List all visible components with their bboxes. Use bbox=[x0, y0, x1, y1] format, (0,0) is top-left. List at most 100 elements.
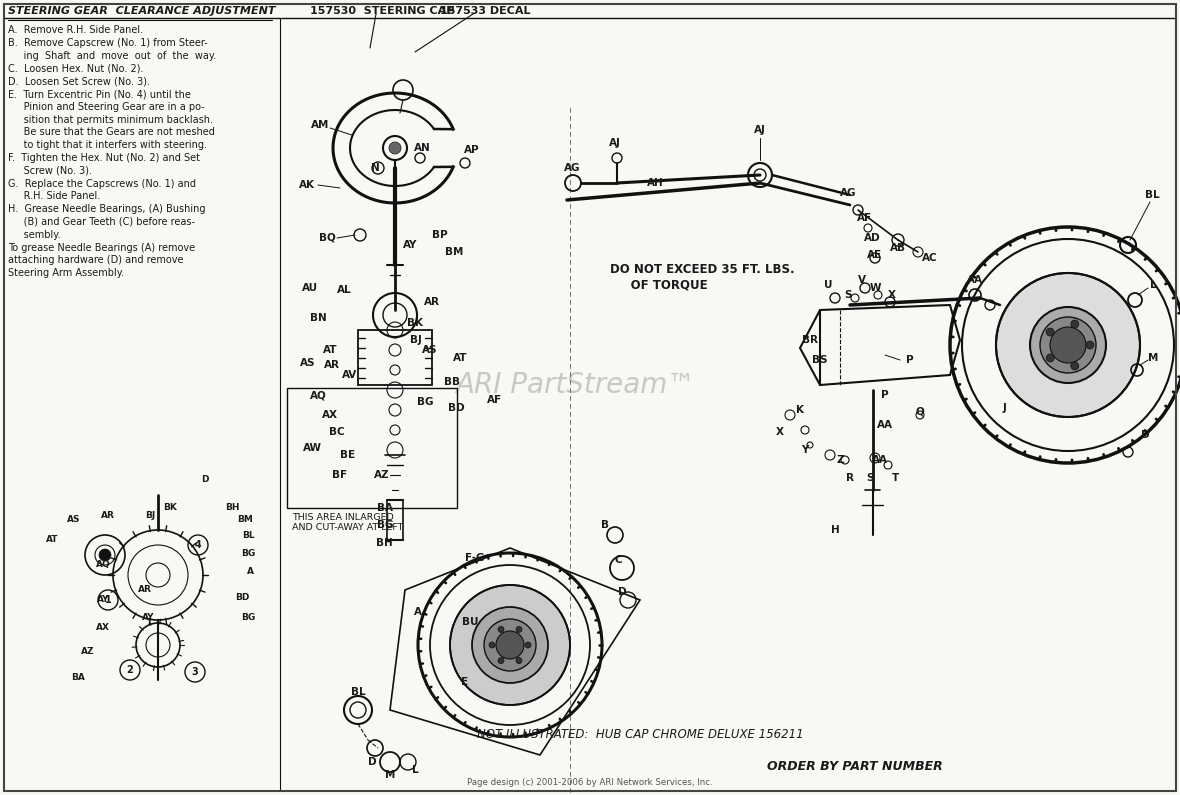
Text: BJ: BJ bbox=[145, 510, 155, 519]
Text: 1: 1 bbox=[105, 595, 111, 605]
Text: STEERING GEAR  CLEARANCE ADJUSTMENT: STEERING GEAR CLEARANCE ADJUSTMENT bbox=[8, 6, 275, 16]
Text: AH: AH bbox=[647, 178, 663, 188]
Text: BE: BE bbox=[341, 450, 355, 460]
Text: AF: AF bbox=[487, 395, 503, 405]
Text: 4: 4 bbox=[195, 540, 202, 550]
Text: AU: AU bbox=[302, 283, 319, 293]
Text: G.  Replace the Capscrews (No. 1) and: G. Replace the Capscrews (No. 1) and bbox=[8, 179, 196, 188]
Text: BL: BL bbox=[350, 687, 366, 697]
Text: B: B bbox=[601, 520, 609, 530]
Text: AW: AW bbox=[302, 443, 321, 453]
Text: BA: BA bbox=[71, 673, 85, 682]
Text: BU: BU bbox=[461, 617, 478, 627]
Text: BN: BN bbox=[309, 313, 327, 323]
Text: BD: BD bbox=[235, 594, 249, 603]
Text: Be sure that the Gears are not meshed: Be sure that the Gears are not meshed bbox=[8, 127, 215, 138]
Text: to tight that it interfers with steering.: to tight that it interfers with steering… bbox=[8, 140, 206, 150]
Text: AG: AG bbox=[840, 188, 857, 198]
Text: Pinion and Steering Gear are in a po-: Pinion and Steering Gear are in a po- bbox=[8, 102, 204, 112]
Circle shape bbox=[450, 585, 570, 705]
Text: D: D bbox=[1141, 430, 1149, 440]
Text: AS: AS bbox=[422, 345, 438, 355]
Text: BG: BG bbox=[241, 614, 255, 622]
Text: R.H. Side Panel.: R.H. Side Panel. bbox=[8, 192, 100, 201]
Text: AG: AG bbox=[564, 163, 581, 173]
Text: BH: BH bbox=[375, 538, 393, 548]
Text: AA: AA bbox=[872, 455, 889, 465]
Text: AR: AR bbox=[101, 510, 114, 519]
Text: BG: BG bbox=[241, 549, 255, 557]
Text: To grease Needle Bearings (A) remove: To grease Needle Bearings (A) remove bbox=[8, 242, 195, 253]
Text: B.  Remove Capscrew (No. 1) from Steer-: B. Remove Capscrew (No. 1) from Steer- bbox=[8, 38, 208, 48]
Text: AX: AX bbox=[96, 623, 110, 633]
Text: sembly.: sembly. bbox=[8, 230, 60, 240]
Text: BG: BG bbox=[417, 397, 433, 407]
Text: AZ: AZ bbox=[374, 470, 389, 480]
Text: AY: AY bbox=[142, 614, 155, 622]
Text: BP: BP bbox=[432, 230, 448, 240]
Text: AT: AT bbox=[46, 536, 58, 545]
Text: THIS AREA INLARGED
AND CUT-AWAY AT LEFT: THIS AREA INLARGED AND CUT-AWAY AT LEFT bbox=[291, 513, 404, 533]
Circle shape bbox=[496, 631, 524, 659]
Circle shape bbox=[516, 626, 522, 632]
Text: A: A bbox=[414, 607, 422, 617]
Text: AQ: AQ bbox=[309, 390, 327, 400]
Text: AQ: AQ bbox=[96, 560, 111, 569]
Text: Page design (c) 2001-2006 by ARI Network Services, Inc.: Page design (c) 2001-2006 by ARI Network… bbox=[467, 778, 713, 787]
Text: S: S bbox=[866, 473, 873, 483]
Text: BH: BH bbox=[224, 503, 240, 513]
Text: X: X bbox=[776, 427, 784, 437]
Text: AR: AR bbox=[424, 297, 440, 307]
Text: M: M bbox=[1148, 353, 1159, 363]
Text: X: X bbox=[889, 290, 896, 300]
Text: D: D bbox=[617, 587, 627, 597]
Text: AZ: AZ bbox=[81, 647, 94, 657]
Text: BR: BR bbox=[802, 335, 818, 345]
Circle shape bbox=[996, 273, 1140, 417]
Text: J: J bbox=[1003, 403, 1007, 413]
Text: DO NOT EXCEED 35 FT. LBS.
     OF TORQUE: DO NOT EXCEED 35 FT. LBS. OF TORQUE bbox=[610, 263, 794, 291]
Text: M: M bbox=[385, 770, 395, 780]
Text: BK: BK bbox=[163, 503, 177, 513]
Text: C: C bbox=[614, 555, 622, 565]
Circle shape bbox=[498, 626, 504, 632]
Text: Z: Z bbox=[837, 455, 844, 465]
Text: L: L bbox=[412, 765, 419, 775]
Circle shape bbox=[1050, 327, 1086, 363]
Text: AJ: AJ bbox=[754, 125, 766, 135]
Text: L: L bbox=[1149, 280, 1156, 290]
Text: NOT ILLUSTRATED:  HUB CAP CHROME DELUXE 156211: NOT ILLUSTRATED: HUB CAP CHROME DELUXE 1… bbox=[477, 728, 804, 741]
Text: BC: BC bbox=[329, 427, 345, 437]
Text: sition that permits minimum backlash.: sition that permits minimum backlash. bbox=[8, 114, 214, 125]
Text: BM: BM bbox=[445, 247, 464, 257]
Text: P: P bbox=[906, 355, 913, 365]
Text: BD: BD bbox=[447, 403, 464, 413]
Text: F-G: F-G bbox=[465, 553, 485, 563]
Text: Y: Y bbox=[801, 445, 808, 455]
Text: AY: AY bbox=[402, 240, 418, 250]
Text: D: D bbox=[368, 757, 376, 767]
Text: AK: AK bbox=[299, 180, 315, 190]
Text: K: K bbox=[796, 405, 804, 415]
Text: E.  Turn Excentric Pin (No. 4) until the: E. Turn Excentric Pin (No. 4) until the bbox=[8, 89, 191, 99]
Text: N: N bbox=[371, 163, 380, 173]
Text: ORDER BY PART NUMBER: ORDER BY PART NUMBER bbox=[767, 760, 943, 773]
Text: BL: BL bbox=[242, 530, 255, 540]
Text: AX: AX bbox=[322, 410, 337, 420]
Text: AE: AE bbox=[867, 250, 883, 260]
Text: ARI PartStream™: ARI PartStream™ bbox=[455, 371, 695, 399]
Circle shape bbox=[1086, 341, 1094, 349]
Text: AP: AP bbox=[464, 145, 480, 155]
Text: AT: AT bbox=[453, 353, 467, 363]
Circle shape bbox=[99, 549, 111, 561]
Text: BB: BB bbox=[444, 377, 460, 387]
Text: BG: BG bbox=[376, 520, 393, 530]
Text: C.  Loosen Hex. Nut (No. 2).: C. Loosen Hex. Nut (No. 2). bbox=[8, 64, 144, 73]
Circle shape bbox=[498, 657, 504, 664]
Text: E: E bbox=[461, 677, 468, 687]
Text: BJ: BJ bbox=[411, 335, 422, 345]
Circle shape bbox=[1040, 317, 1096, 373]
Text: 2: 2 bbox=[126, 665, 133, 675]
Text: ing  Shaft  and  move  out  of  the  way.: ing Shaft and move out of the way. bbox=[8, 51, 216, 60]
Text: AD: AD bbox=[864, 233, 880, 243]
